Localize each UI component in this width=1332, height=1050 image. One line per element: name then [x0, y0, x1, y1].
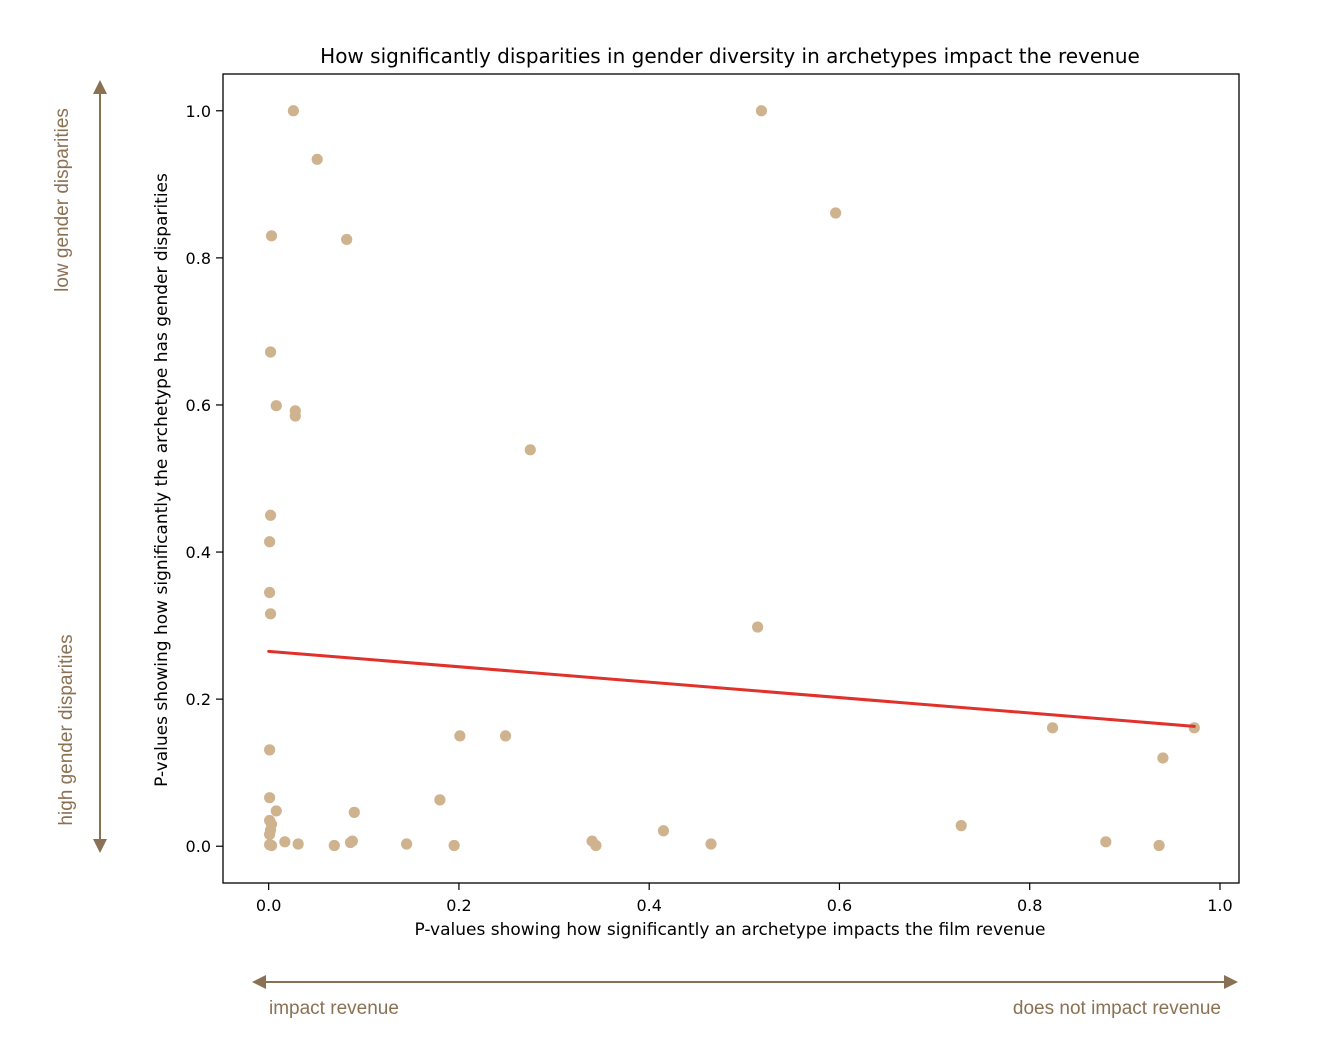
- annotation-low-gender-disparities: low gender disparities: [52, 108, 73, 292]
- scatter-point: [1100, 836, 1112, 848]
- scatter-point: [1153, 839, 1165, 852]
- y-tick-label: 0.8: [186, 249, 211, 268]
- plot-frame: [222, 73, 1240, 884]
- vertical-double-arrow: [93, 80, 107, 853]
- scatter-point: [289, 410, 301, 422]
- scatter-points: [264, 105, 1200, 852]
- scatter-point: [270, 805, 282, 817]
- scatter-point: [524, 444, 536, 456]
- scatter-point: [454, 730, 466, 742]
- scatter-point: [955, 820, 967, 832]
- scatter-point: [264, 346, 277, 358]
- scatter-point: [279, 836, 291, 848]
- scatter-point: [341, 233, 353, 246]
- y-axis: 0.0 0.2 0.4 0.6 0.8 1.0: [186, 102, 223, 856]
- scatter-point: [264, 744, 276, 756]
- scatter-point: [344, 836, 357, 849]
- horizontal-double-arrow: [252, 975, 1238, 989]
- scatter-point: [270, 400, 282, 412]
- scatter-point: [292, 838, 304, 850]
- x-tick-label: 0.4: [636, 896, 661, 915]
- scatter-point: [590, 839, 602, 852]
- y-tick-label: 0.0: [186, 837, 211, 856]
- scatter-point: [264, 828, 276, 841]
- y-axis-label: P-values showing how significantly the a…: [152, 173, 172, 787]
- x-tick-label: 0.0: [256, 896, 281, 915]
- y-tick-label: 0.6: [186, 396, 211, 415]
- y-tick-label: 1.0: [186, 102, 211, 121]
- x-axis: 0.0 0.2 0.4 0.6 0.8 1.0: [256, 883, 1233, 915]
- scatter-point: [499, 730, 512, 742]
- scatter-point: [830, 207, 842, 219]
- scatter-point: [755, 105, 768, 117]
- scatter-point: [264, 586, 276, 599]
- scatter-point: [448, 839, 460, 852]
- scatter-point: [1157, 752, 1169, 764]
- annotation-does-not-impact-revenue: does not impact revenue: [1013, 998, 1221, 1019]
- trend-line: [267, 649, 1196, 728]
- x-tick-label: 0.6: [827, 896, 852, 915]
- scatter-point: [401, 838, 413, 850]
- scatter-point: [264, 608, 277, 620]
- x-tick-label: 0.2: [446, 896, 471, 915]
- annotation-high-gender-disparities: high gender disparities: [56, 634, 77, 825]
- scatter-point: [265, 839, 278, 852]
- y-tick-label: 0.2: [186, 690, 211, 709]
- scatter-point: [265, 230, 278, 242]
- scatter-point: [434, 794, 446, 806]
- scatter-point: [311, 153, 323, 165]
- scatter-point: [264, 536, 276, 548]
- chart-title: How significantly disparities in gender …: [320, 44, 1140, 68]
- x-tick-label: 1.0: [1207, 896, 1232, 915]
- x-tick-label: 0.8: [1017, 896, 1042, 915]
- scatter-point: [328, 839, 340, 852]
- scatter-point: [264, 792, 276, 804]
- scatter-point: [287, 105, 299, 117]
- annotation-impact-revenue: impact revenue: [269, 998, 399, 1019]
- scatter-point: [657, 825, 670, 837]
- scatter-point: [752, 621, 764, 633]
- scatter-point: [1046, 722, 1059, 734]
- scatter-point: [264, 509, 277, 521]
- scatter-point: [705, 838, 717, 850]
- x-axis-label: P-values showing how significantly an ar…: [415, 920, 1046, 940]
- y-tick-label: 0.4: [186, 543, 211, 562]
- scatter-point: [348, 806, 360, 818]
